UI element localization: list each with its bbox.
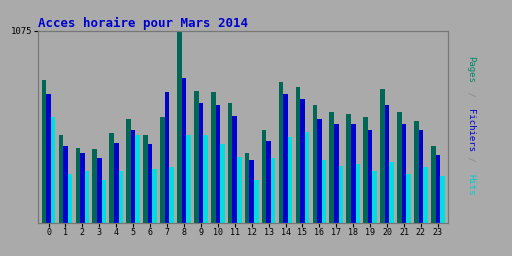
Bar [119,171,123,223]
Bar [389,162,394,223]
Bar [46,94,51,223]
Bar [101,180,106,223]
Bar [407,175,411,223]
Bar [93,150,97,223]
Bar [245,153,249,223]
Bar [338,166,343,223]
Bar [266,141,271,223]
Bar [63,146,68,223]
Bar [436,155,440,223]
Bar [334,124,338,223]
Bar [76,148,80,223]
Bar [228,103,232,223]
Bar [194,91,199,223]
Bar [254,180,259,223]
Bar [59,135,63,223]
Bar [414,121,419,223]
Bar [431,146,436,223]
Bar [153,169,157,223]
Bar [51,117,55,223]
Bar [216,105,220,223]
Bar [110,133,114,223]
Bar [346,114,351,223]
Bar [419,130,423,223]
Bar [80,153,84,223]
Bar [380,89,385,223]
Bar [182,78,186,223]
Bar [114,143,119,223]
Text: Acces horaire pour Mars 2014: Acces horaire pour Mars 2014 [38,16,248,29]
Text: Hits: Hits [466,174,475,195]
Bar [312,105,317,223]
Bar [249,160,254,223]
Bar [329,112,334,223]
Bar [368,130,372,223]
Bar [41,80,46,223]
Bar [322,160,326,223]
Text: /: / [466,151,475,167]
Bar [372,171,377,223]
Bar [279,82,283,223]
Bar [423,167,428,223]
Bar [355,164,360,223]
Bar [288,137,292,223]
Bar [262,130,266,223]
Bar [402,124,407,223]
Bar [186,135,191,223]
Text: Fichiers: Fichiers [466,109,475,152]
Bar [351,124,355,223]
Bar [160,117,165,223]
Bar [232,115,237,223]
Bar [169,167,174,223]
Bar [84,171,89,223]
Bar [283,94,288,223]
Bar [143,135,148,223]
Bar [126,119,131,223]
Bar [131,130,136,223]
Bar [148,144,153,223]
Bar [165,92,169,223]
Bar [203,135,208,223]
Bar [397,112,402,223]
Bar [271,158,275,223]
Bar [199,103,203,223]
Bar [211,92,216,223]
Bar [364,117,368,223]
Text: /: / [466,86,475,102]
Bar [300,100,305,223]
Bar [136,135,140,223]
Bar [295,87,300,223]
Bar [177,31,182,223]
Text: Pages: Pages [466,56,475,82]
Bar [317,119,322,223]
Bar [68,175,72,223]
Bar [440,176,445,223]
Bar [305,132,309,223]
Bar [220,144,225,223]
Bar [237,157,242,223]
Bar [385,105,389,223]
Bar [97,157,101,223]
